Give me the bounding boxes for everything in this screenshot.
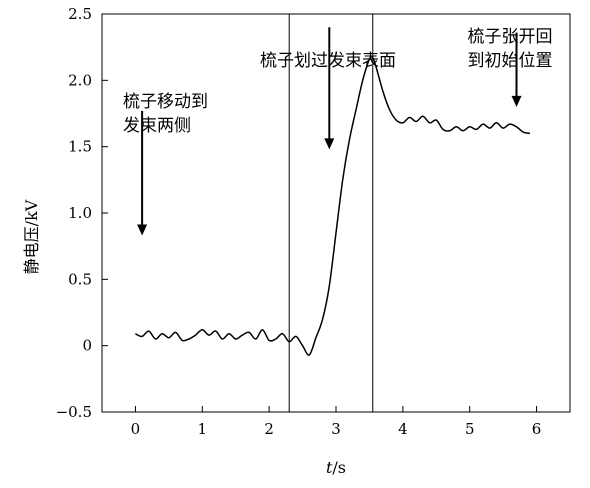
annotation-arrow-head bbox=[137, 224, 148, 236]
annotation-text: 梳子划过发束表面 bbox=[260, 51, 396, 71]
x-tick-label: 2 bbox=[264, 420, 274, 438]
x-axis-label: t/s bbox=[326, 458, 346, 477]
y-tick-label: 1.0 bbox=[68, 204, 92, 222]
y-tick-label: 0 bbox=[82, 337, 92, 355]
annotation-text: 到初始位置 bbox=[468, 51, 553, 71]
y-tick-label: 0.5 bbox=[68, 270, 92, 288]
annotation-arrow-head bbox=[511, 95, 522, 107]
x-tick-label: 1 bbox=[198, 420, 208, 438]
x-tick-label: 0 bbox=[131, 420, 141, 438]
annotation-arrow-head bbox=[324, 138, 335, 150]
y-tick-label: 2.5 bbox=[68, 5, 92, 23]
annotation-text: 梳子张开回 bbox=[468, 27, 553, 47]
x-tick-label: 5 bbox=[465, 420, 475, 438]
y-tick-label: 1.5 bbox=[68, 138, 92, 156]
y-tick-label: −0.5 bbox=[56, 403, 92, 421]
axis-ticks: 0 1 2 3 4 5 6 −0.5 0 0.5 1.0 1.5 2.0 2.5 bbox=[56, 5, 542, 438]
y-axis-label: 静电压/kV bbox=[22, 199, 41, 274]
x-tick-label: 4 bbox=[398, 420, 408, 438]
annotation-2: 梳子划过发束表面 bbox=[260, 27, 396, 150]
x-tick-label: 3 bbox=[331, 420, 341, 438]
event-markers bbox=[288, 14, 374, 412]
y-tick-label: 2.0 bbox=[68, 71, 92, 89]
voltage-series-line bbox=[135, 55, 531, 356]
annotation-text: 梳子移动到 bbox=[123, 92, 208, 112]
plot-frame bbox=[101, 13, 571, 413]
annotation-text: 发束两侧 bbox=[123, 116, 191, 136]
x-tick-label: 6 bbox=[532, 420, 542, 438]
